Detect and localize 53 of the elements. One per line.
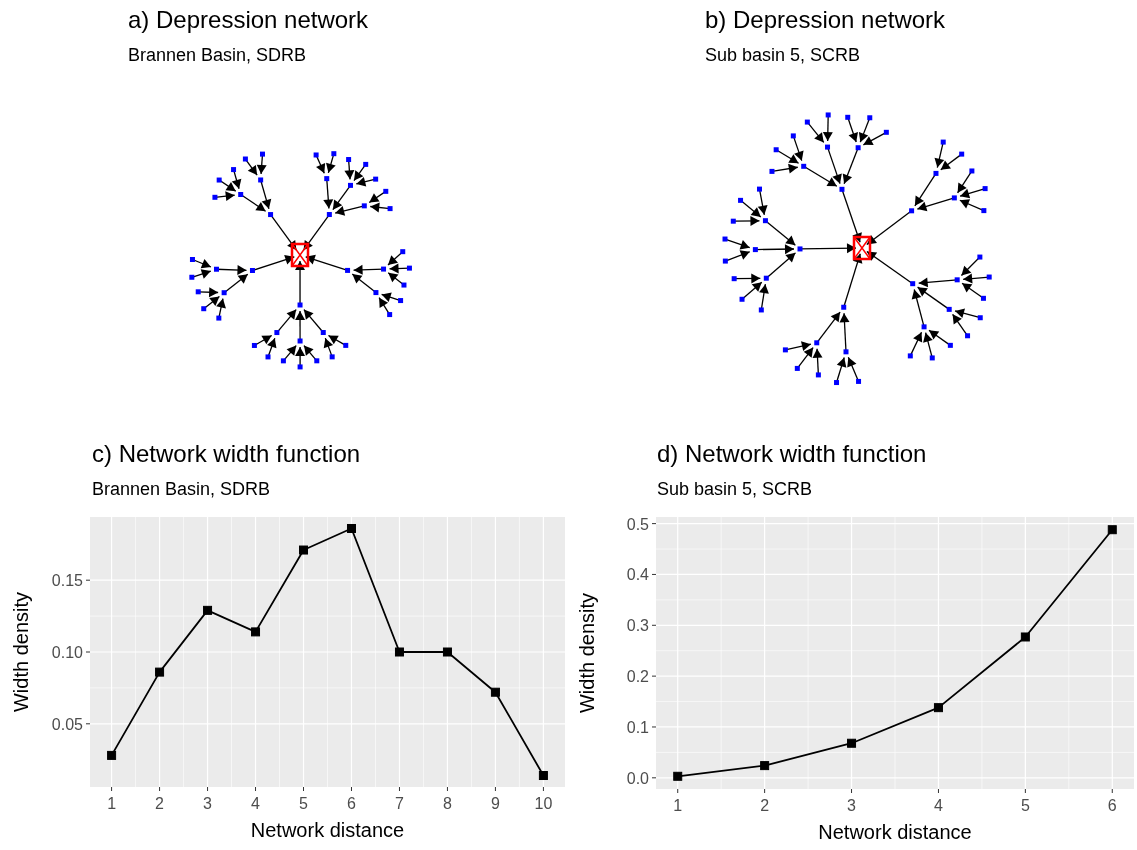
point [538,771,548,781]
point [346,523,356,533]
point [673,771,683,781]
point [107,750,117,760]
point [442,647,452,657]
x-tick-label: 5 [1020,797,1030,814]
x-tick-label: 3 [847,797,857,814]
text: b) Depression network [705,6,947,33]
point [203,605,213,615]
point [847,738,857,748]
y-axis-title: Width density [576,592,598,714]
x-tick-label: 2 [155,795,165,812]
text: Brannen Basin, SDRB [128,45,307,65]
x-tick-label: 9 [490,795,500,812]
y-tick-label: 0.5 [626,515,650,533]
y-axis-title: Width density [10,591,32,713]
y-tick-label: 0.1 [626,718,650,736]
point [490,687,500,697]
y-tick-label: 0.05 [51,715,84,733]
x-tick-label: 1 [673,797,683,814]
point [155,667,165,677]
x-tick-label: 5 [299,795,309,812]
point [1107,525,1117,535]
x-tick-label: 2 [760,797,770,814]
x-tick-label: 6 [1107,797,1117,814]
y-tick-label: 0.0 [626,769,650,787]
chart-title: c) Network width function [92,440,361,467]
chart-subtitle: Brannen Basin, SDRB [92,479,271,499]
point [1020,632,1030,642]
point [394,647,404,657]
x-tick-label: 8 [443,795,452,812]
text: a) Depression network [128,6,370,33]
x-tick-label: 4 [251,795,261,812]
y-tick-label: 0.10 [51,644,84,661]
point [251,627,261,637]
x-axis-title: Network distance [250,819,405,841]
x-axis-title: Network distance [818,821,972,843]
chart-title: d) Network width function [657,440,927,467]
text: Sub basin 5, SCRB [705,45,861,65]
chart-subtitle: Sub basin 5, SCRB [657,479,813,499]
x-tick-label: 3 [203,795,213,812]
x-tick-label: 6 [347,795,357,812]
y-tick-label: 0.3 [626,617,650,635]
x-tick-label: 1 [107,795,117,812]
y-tick-label: 0.2 [626,668,650,686]
point [760,761,770,771]
y-tick-label: 0.4 [626,566,650,584]
point [299,545,309,555]
x-tick-label: 7 [395,795,405,812]
x-tick-label: 4 [934,797,943,814]
y-tick-label: 0.15 [51,572,84,590]
x-tick-label: 10 [534,795,553,812]
point [933,703,943,713]
